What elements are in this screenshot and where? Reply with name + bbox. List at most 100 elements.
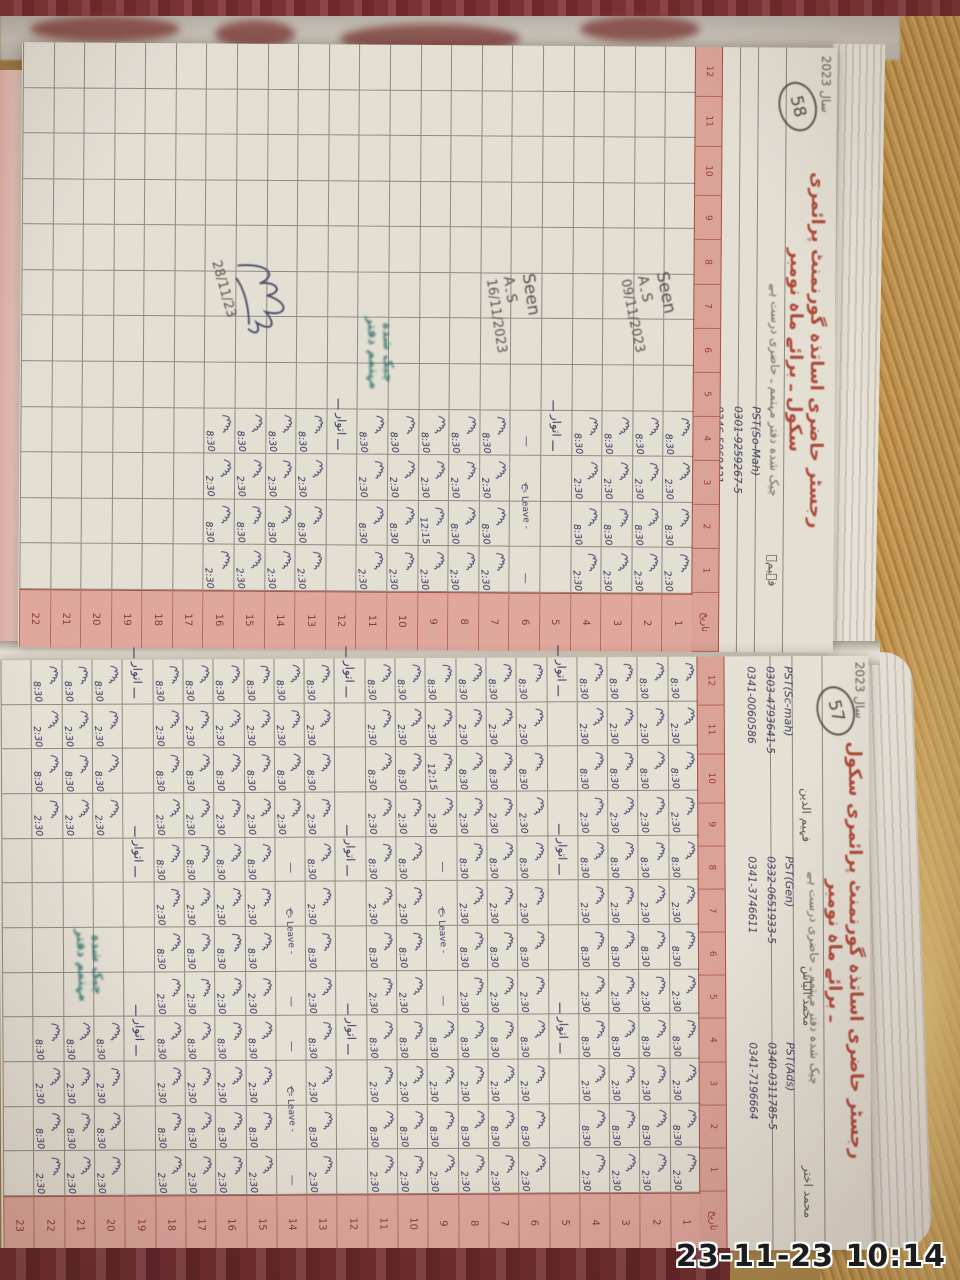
time-entry: 8:30 (638, 945, 652, 969)
signature-scribble (78, 1064, 93, 1090)
signature-scribble (78, 1152, 95, 1179)
entry-cell: 2:30 (152, 793, 184, 839)
time-entry: 8:30 (607, 767, 621, 790)
entry-cell: 8:30 (486, 925, 518, 971)
entry-cell: 2:30 (425, 791, 457, 837)
entry-cell (206, 43, 238, 90)
time-entry: 8:30 (303, 679, 317, 702)
entry-cell: 8:30 (455, 747, 487, 792)
day-number-cell: 15 (232, 590, 264, 649)
time-entry: 8:30 (516, 856, 530, 880)
entry-cell: 2:30 (638, 880, 669, 925)
entry-cell: 8:30 (366, 1104, 398, 1150)
signature-scribble (168, 1107, 185, 1134)
entry-cell: 8:30 (244, 926, 275, 972)
entry-cell: 2:30 (92, 793, 123, 839)
dash-mark: — (436, 995, 450, 1007)
entry-cell: 8:30 (184, 1016, 215, 1062)
signature-scribble (196, 750, 214, 778)
time-entry: 8:30 (395, 857, 409, 881)
time-entry: 8:30 (152, 680, 166, 703)
signature-scribble (318, 660, 333, 687)
time-entry: 2:30 (669, 1168, 684, 1192)
entry-cell: 8:30 (455, 657, 486, 703)
signature-scribble (530, 793, 547, 821)
time-entry: 2:30 (607, 811, 621, 835)
time-entry: 8:30 (295, 430, 309, 453)
staff-header-block: فہیم الدین PST(Sc-mah) 0303-4793641-5 03… (737, 666, 813, 842)
time-entry: 8:30 (518, 1124, 532, 1148)
time-entry: 8:30 (487, 1125, 502, 1148)
signature-scribble (439, 749, 455, 776)
entry-cell: 2:30 (517, 1059, 549, 1105)
time-entry: 8:30 (578, 1124, 592, 1148)
time-entry: 2:30 (91, 725, 106, 748)
time-entry: 2:30 (233, 566, 247, 590)
entry-cell: 8:30 (448, 409, 480, 456)
entry-cell (448, 364, 480, 411)
signature-scribble (409, 660, 424, 687)
column-number-mark: 10 (695, 146, 722, 197)
signature-scribble (683, 882, 698, 908)
time-entry: 2:30 (214, 1081, 229, 1105)
time-entry: 2:30 (638, 990, 652, 1013)
staff-phone-1: 0303-4793641-5 (763, 666, 776, 755)
entry-cell (142, 407, 174, 454)
signature-scribble (320, 1151, 337, 1179)
entry-cell: 2:30 (638, 969, 670, 1015)
day-number-cell: 11 (355, 591, 387, 650)
signature-scribble (586, 504, 601, 530)
signature-scribble (683, 1060, 701, 1088)
signature-scribble (621, 748, 637, 775)
time-entry: 8:30 (669, 1124, 683, 1147)
entry-cell: 8:30 (243, 837, 275, 883)
entry-cell (111, 407, 143, 454)
attendance-grid: 8:30 2:30 8:30 2:30 1 8:30 2:30 8:30 2:30 2 8:30 2:… (18, 42, 697, 652)
page-title-urdu: رجسٹر حاضری اساتذہ گورنمنٹ پرائمری سکول … (823, 741, 868, 1160)
entry-cell (297, 135, 329, 182)
signature-scribble (471, 927, 486, 954)
entry-cell (510, 364, 541, 411)
entry-cell: 8:30 (576, 746, 608, 792)
entry-cell: 8:30 (638, 1014, 670, 1059)
entry-cell: 2:30 (364, 792, 396, 838)
time-entry: 2:30 (203, 475, 217, 498)
signature-scribble (647, 413, 663, 440)
entry-cell: 8:30 (215, 1105, 246, 1151)
time-entry: 8:30 (637, 767, 651, 790)
entry-cell: 8:30 (365, 926, 397, 972)
entry-cell: 2:30 (516, 791, 547, 837)
entry-cell (419, 136, 451, 182)
column-number-mark: 8 (694, 240, 721, 285)
entry-cell (358, 181, 390, 228)
signature-scribble (501, 749, 516, 775)
signature-scribble (431, 548, 448, 576)
time-entry: 8:30 (91, 680, 105, 703)
entry-cell (32, 927, 63, 973)
entry-cell: 2:30 (455, 791, 487, 837)
entry-cell: 2:30 (386, 454, 418, 501)
entry-cell (22, 87, 54, 134)
entry-cell: 8:30 (61, 749, 93, 794)
signature-scribble (168, 929, 184, 956)
signature-scribble (379, 704, 395, 731)
time-entry: 2:30 (517, 990, 531, 1014)
signature-scribble (257, 794, 274, 822)
entry-cell: ـــ اتوار ـــ (122, 826, 154, 928)
day-number-cell: 14 (263, 590, 295, 650)
time-entry: 2:30 (33, 1172, 47, 1195)
time-entry: 8:30 (668, 945, 682, 968)
entry-cell: 8:30 (636, 656, 668, 702)
signature-scribble (591, 659, 606, 686)
entry-cell: 8:30 (638, 924, 669, 970)
time-entry: 2:30 (244, 903, 258, 926)
column-number-mark: 11 (695, 96, 722, 147)
entry-cell (145, 43, 177, 89)
entry-cell (265, 362, 297, 409)
signature-scribble (623, 1105, 640, 1132)
day-number-cell: 1 (661, 593, 693, 652)
entry-cell: 2:30 (427, 1149, 458, 1195)
entry-cell (358, 135, 390, 182)
entry-cell (19, 497, 51, 544)
signature-scribble (109, 1153, 123, 1179)
